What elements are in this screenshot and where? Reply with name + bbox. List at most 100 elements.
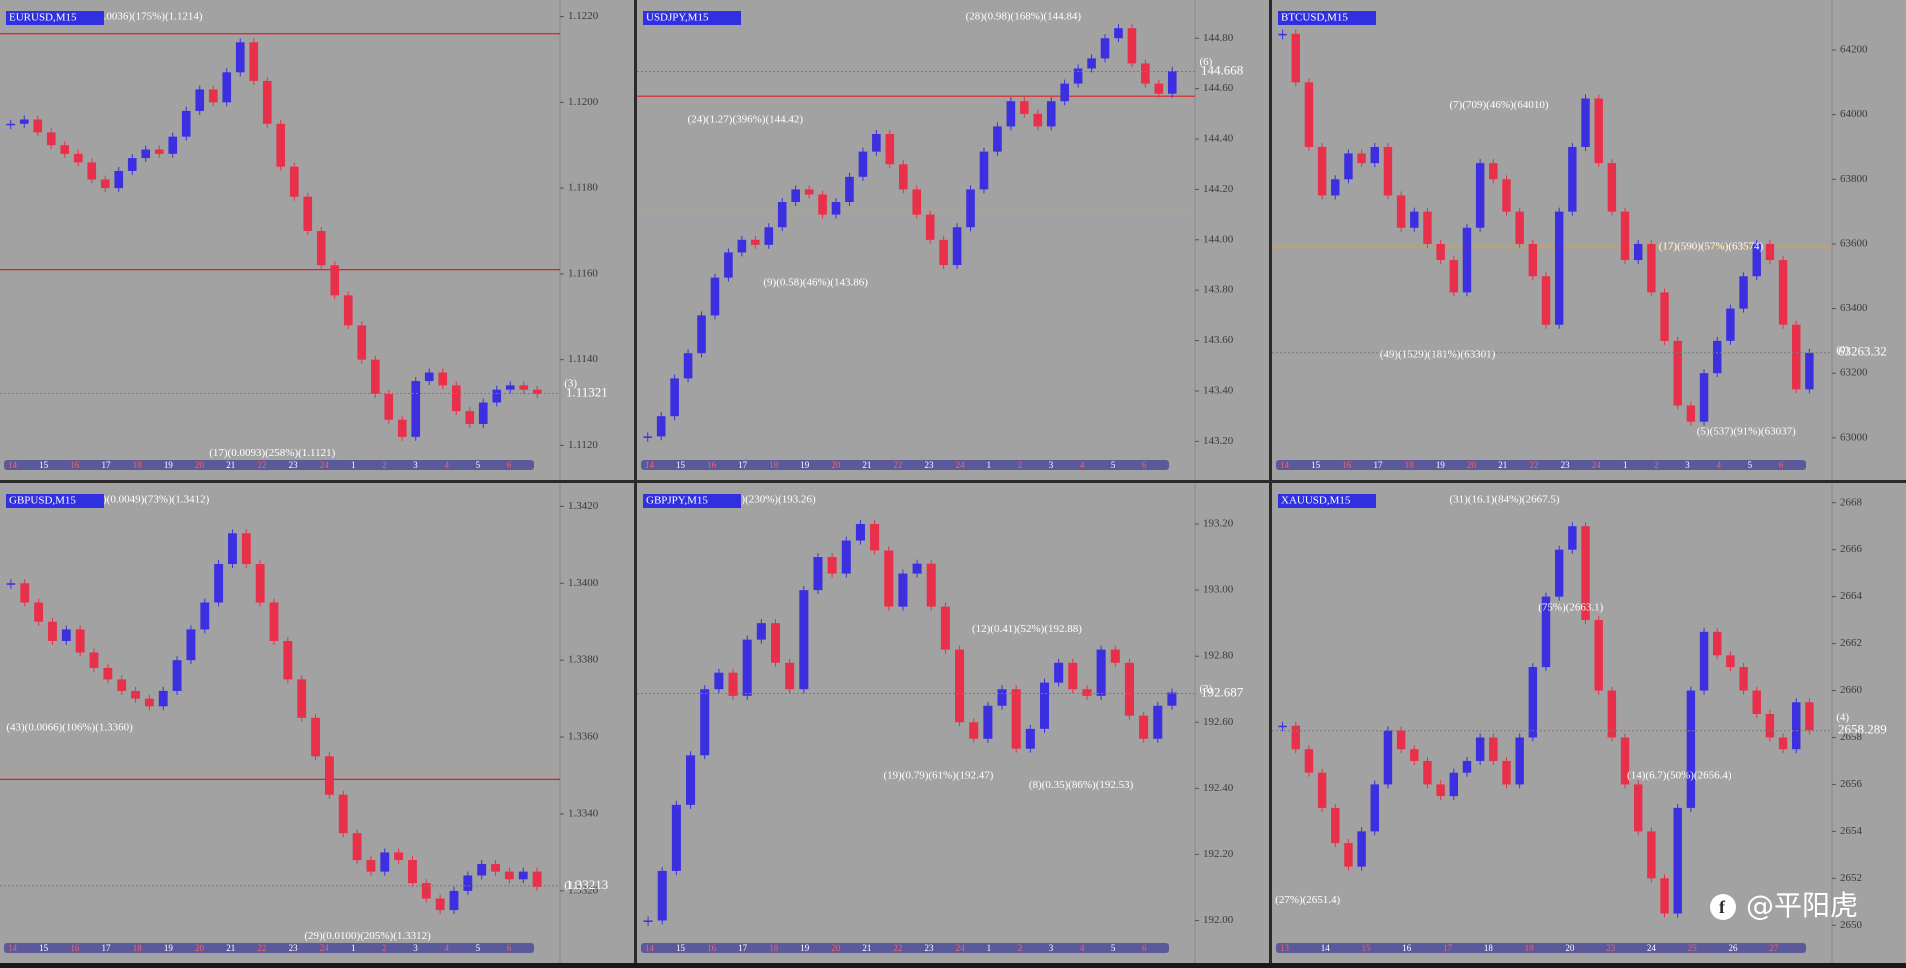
current-price: 63263.32 [1838, 344, 1887, 359]
candle [697, 315, 706, 354]
candle [303, 196, 313, 231]
candle [1462, 227, 1472, 293]
day-label: 5 [476, 460, 481, 470]
annotation: (5)(537)(91%)(63037) [1697, 426, 1796, 438]
price-tick-label: 2664 [1840, 590, 1863, 602]
day-label: 23 [925, 943, 935, 953]
candle [884, 550, 894, 607]
annotation: (3) [1199, 683, 1212, 695]
current-price: 192.687 [1201, 685, 1244, 700]
day-label: 2 [382, 460, 387, 470]
candle [1154, 83, 1164, 94]
day-label: 24 [1592, 460, 1602, 470]
day-label: 17 [102, 460, 112, 470]
symbol-title: USDJPY,M15 [646, 12, 709, 24]
price-tick-label: 143.80 [1203, 284, 1234, 296]
candle [898, 573, 908, 607]
day-label: 2 [1654, 460, 1659, 470]
price-tick-label: 2656 [1840, 778, 1863, 790]
symbol-badge [643, 494, 741, 508]
candle [338, 794, 348, 834]
candle [1039, 682, 1050, 729]
candle [144, 698, 154, 707]
candle [1114, 28, 1123, 39]
candle [518, 871, 528, 880]
candle [1082, 689, 1092, 696]
price-tick-label: 1.3400 [568, 577, 599, 589]
candle [61, 629, 71, 641]
price-tick-label: 64200 [1840, 44, 1868, 56]
candle [818, 194, 827, 215]
candle [477, 863, 487, 876]
candle [993, 126, 1002, 152]
price-tick-label: 144.40 [1203, 133, 1234, 145]
candle [656, 416, 666, 437]
day-label: 14 [8, 460, 18, 470]
day-label: 20 [1467, 460, 1477, 470]
candle [870, 524, 880, 551]
day-label: 19 [164, 460, 174, 470]
day-label: 1 [351, 943, 356, 953]
candle [1011, 689, 1021, 749]
annotation: (15)(0.0036)(175%)(1.1214) [76, 10, 203, 22]
candle [983, 705, 993, 739]
time-strip [641, 943, 1169, 953]
candle [1778, 737, 1788, 750]
candle [925, 214, 935, 240]
price-tick-label: 63000 [1840, 431, 1868, 443]
day-label: 4 [1716, 460, 1721, 470]
watermark: @平阳虎 [1746, 889, 1858, 922]
candle [742, 639, 752, 696]
price-tick-label: 2660 [1840, 684, 1863, 696]
candle [297, 679, 307, 718]
day-label: 19 [1436, 460, 1446, 470]
candle [1139, 715, 1149, 739]
day-label: 6 [507, 460, 512, 470]
candle [683, 353, 693, 379]
candle [1726, 655, 1735, 668]
price-tick-label: 192.40 [1203, 782, 1234, 794]
annotation: (8)(0.35)(86%)(192.53) [1029, 779, 1134, 791]
candle [1515, 737, 1524, 785]
candle [791, 189, 800, 203]
price-tick-label: 192.80 [1203, 650, 1234, 662]
day-label: 21 [862, 460, 871, 470]
candle [1554, 549, 1564, 597]
candle [1686, 690, 1696, 808]
candle [700, 689, 710, 756]
candle [519, 385, 529, 390]
candle [1673, 807, 1682, 914]
price-tick-label: 63200 [1840, 367, 1868, 379]
day-label: 16 [1342, 460, 1352, 470]
candle [1087, 58, 1096, 69]
day-label: 3 [413, 460, 418, 470]
candle [955, 649, 965, 723]
day-label: 3 [413, 943, 418, 953]
candle [1370, 784, 1379, 832]
day-label: 4 [1080, 460, 1085, 470]
candle [813, 557, 823, 591]
candle [172, 660, 182, 691]
candle [1633, 784, 1643, 832]
candle [831, 202, 841, 215]
candle [127, 158, 137, 171]
candle [799, 590, 809, 690]
candle [34, 602, 44, 622]
day-label: 15 [676, 460, 686, 470]
candle [1620, 211, 1630, 261]
candle [1291, 725, 1300, 750]
day-label: 19 [800, 943, 810, 953]
day-label: 20 [195, 943, 205, 953]
annotation: (11) [564, 880, 582, 892]
day-label: 15 [1311, 460, 1321, 470]
price-tick-label: 192.00 [1203, 914, 1234, 926]
candle [1502, 179, 1511, 212]
candle [912, 189, 922, 215]
symbol-badge [6, 494, 104, 508]
candle [671, 804, 681, 871]
time-strip [1276, 460, 1806, 470]
candle [1528, 667, 1538, 738]
candle [1462, 760, 1472, 773]
candle [1436, 243, 1445, 261]
facebook-f: f [1719, 897, 1726, 917]
